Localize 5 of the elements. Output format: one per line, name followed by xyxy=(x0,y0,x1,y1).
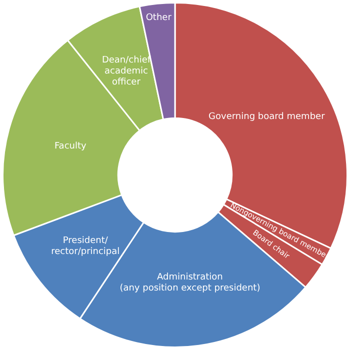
slice-label: Governing board member xyxy=(208,112,326,122)
slice-label: President/ rector/principal xyxy=(51,236,120,258)
slice-label: Administration (any position except president) xyxy=(120,272,260,294)
slice-label: Other xyxy=(146,12,172,23)
slice-label: Faculty xyxy=(54,141,87,152)
